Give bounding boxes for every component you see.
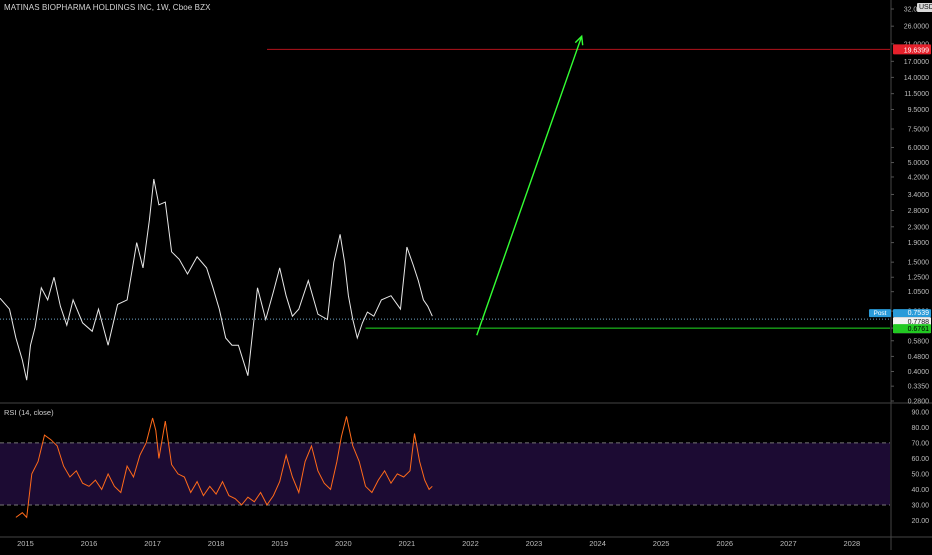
price-tick-label: 1.5000	[908, 260, 930, 267]
year-tick-label: 2028	[844, 539, 861, 548]
rsi-band	[0, 443, 890, 505]
price-series-line	[0, 179, 432, 380]
post-price-value: 0.7539	[908, 310, 930, 317]
price-tick-label: 14.0000	[904, 75, 929, 82]
rsi-tick-label: 20.00	[911, 518, 929, 525]
price-tick-label: 0.4800	[908, 354, 930, 361]
year-tick-label: 2020	[335, 539, 352, 548]
year-tick-label: 2025	[653, 539, 670, 548]
price-tick-label: 2.8000	[908, 208, 930, 215]
rsi-tick-label: 70.00	[911, 440, 929, 447]
year-tick-label: 2019	[271, 539, 288, 548]
chart-title: MATINAS BIOPHARMA HOLDINGS INC, 1W, Cboe…	[4, 3, 211, 12]
rsi-tick-label: 60.00	[911, 456, 929, 463]
price-tick-label: 11.5000	[904, 91, 929, 98]
year-tick-label: 2026	[716, 539, 733, 548]
year-tick-label: 2022	[462, 539, 479, 548]
price-tick-label: 3.4000	[908, 192, 930, 199]
price-tick-label: 5.0000	[908, 160, 930, 167]
price-tick-label: 9.5000	[908, 107, 930, 114]
rsi-tick-label: 30.00	[911, 502, 929, 509]
price-tick-label: 7.5000	[908, 127, 930, 134]
projection-arrow	[477, 36, 582, 335]
rsi-tick-label: 90.00	[911, 409, 929, 416]
year-tick-label: 2024	[589, 539, 606, 548]
price-tick-label: 0.5800	[908, 338, 930, 345]
rsi-tick-label: 80.00	[911, 425, 929, 432]
price-tick-label: 1.0500	[908, 289, 930, 296]
price-tick-label: 1.9000	[908, 240, 930, 247]
rsi-tick-label: 40.00	[911, 487, 929, 494]
price-tick-label: 4.2000	[908, 174, 930, 181]
year-tick-label: 2015	[17, 539, 34, 548]
price-tick-label: 26.0000	[904, 24, 929, 31]
price-tick-label: 2.3000	[908, 224, 930, 231]
currency-badge[interactable]: USD	[917, 3, 932, 12]
price-tick-label: 17.0000	[904, 59, 929, 66]
year-tick-label: 2018	[208, 539, 225, 548]
target-price-value: 19.6399	[904, 47, 929, 54]
year-tick-label: 2016	[81, 539, 98, 548]
year-tick-label: 2017	[144, 539, 161, 548]
support-price-value: 0.6761	[908, 326, 930, 333]
year-tick-label: 2021	[399, 539, 416, 548]
price-tick-label: 0.4000	[908, 369, 930, 376]
post-label: Post	[873, 310, 886, 317]
year-tick-label: 2023	[526, 539, 543, 548]
rsi-indicator-label[interactable]: RSI (14, close)	[4, 408, 54, 417]
price-tick-label: 6.0000	[908, 145, 930, 152]
price-tick-label: 0.3350	[908, 384, 930, 391]
price-tick-label: 1.2500	[908, 275, 930, 282]
year-tick-label: 2027	[780, 539, 797, 548]
price-tick-label: 0.2800	[908, 399, 930, 406]
rsi-tick-label: 50.00	[911, 471, 929, 478]
